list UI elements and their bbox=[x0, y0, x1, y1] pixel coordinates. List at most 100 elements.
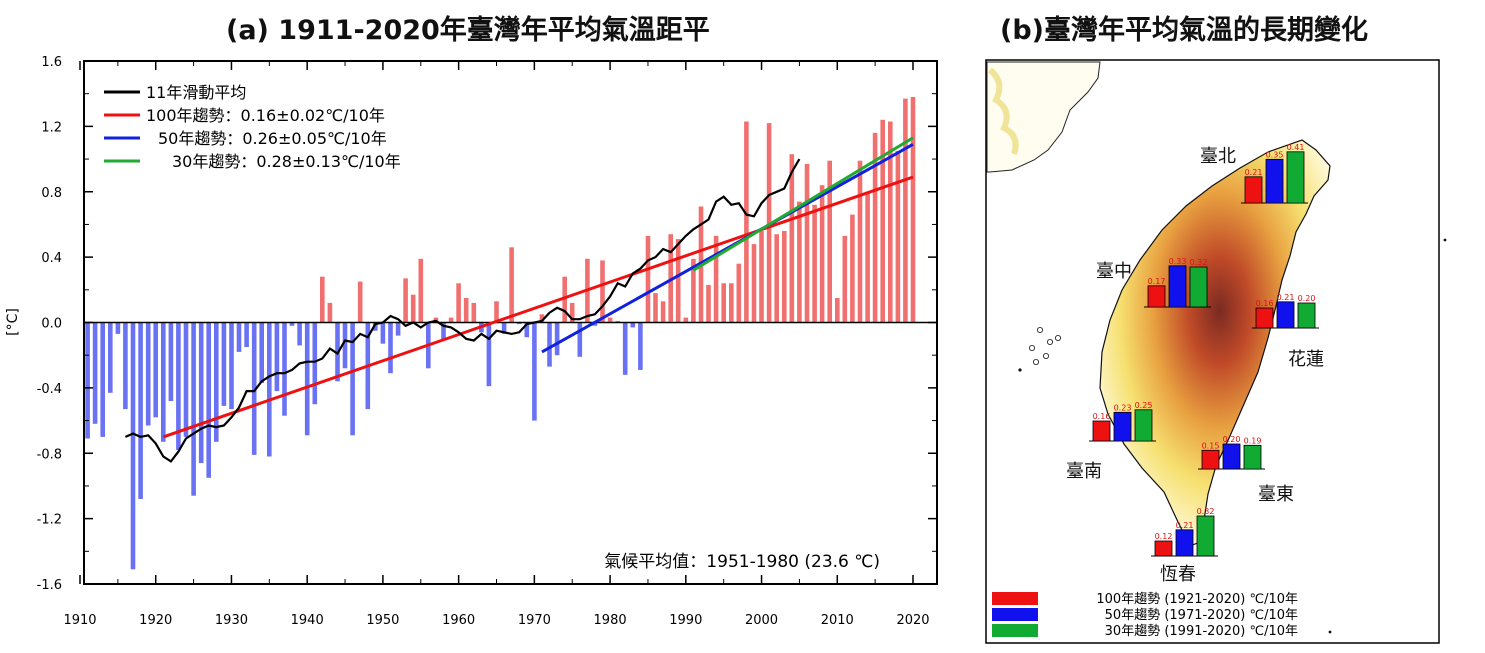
anomaly-bar bbox=[865, 191, 870, 323]
anomaly-bar bbox=[145, 322, 151, 426]
anomaly-bar bbox=[251, 322, 257, 455]
anomaly-bar bbox=[448, 317, 454, 323]
anomaly-bar bbox=[660, 301, 666, 323]
station-bar-value-tainan: 0.16 bbox=[1093, 412, 1111, 421]
legend-50yr: 50年趨勢 (1971-2020) ℃/10年 bbox=[1105, 608, 1298, 623]
anomaly-bar bbox=[592, 322, 598, 326]
station-bar-value-hengchun: 0.21 bbox=[1176, 521, 1194, 530]
legend-30yr-swatch bbox=[992, 624, 1038, 637]
anomaly-bar bbox=[153, 322, 158, 418]
station-name-taichung: 臺中 bbox=[1096, 261, 1132, 282]
anomaly-bar bbox=[804, 164, 810, 323]
anomaly-bar bbox=[827, 160, 832, 323]
anomaly-bar bbox=[418, 258, 424, 323]
anomaly-bar bbox=[244, 322, 249, 347]
anomaly-bar bbox=[320, 276, 325, 323]
anomaly-bar bbox=[388, 322, 393, 374]
anomaly-bar bbox=[615, 320, 620, 323]
anomaly-bar bbox=[176, 322, 181, 450]
anomaly-bar bbox=[910, 97, 916, 323]
anomaly-bar bbox=[198, 322, 204, 464]
legend-trend-100yr: 100年趨勢：0.16±0.02℃/10年 bbox=[146, 106, 385, 125]
station-bar-value-hualien: 0.16 bbox=[1256, 299, 1274, 308]
penghu-island bbox=[1047, 338, 1054, 345]
penghu-island bbox=[1037, 326, 1044, 333]
station-name-tainan: 臺南 bbox=[1066, 461, 1102, 482]
anomaly-bar bbox=[380, 322, 386, 344]
anomaly-bar bbox=[327, 302, 333, 323]
anomaly-bar bbox=[653, 293, 658, 323]
x-tick-label: 1990 bbox=[669, 613, 702, 628]
anomaly-bar bbox=[516, 322, 522, 325]
anomaly-bar bbox=[236, 322, 242, 352]
y-tick-label: 1.2 bbox=[41, 120, 62, 135]
station-bar-value-tainan: 0.23 bbox=[1114, 403, 1132, 412]
y-tick-label: -1.6 bbox=[37, 578, 62, 593]
station-bar-value-hualien: 0.20 bbox=[1298, 294, 1316, 303]
anomaly-bar bbox=[577, 322, 583, 357]
anomaly-bar bbox=[630, 322, 636, 328]
station-bar-taichung bbox=[1189, 266, 1208, 308]
y-tick-label: -0.4 bbox=[37, 382, 62, 397]
station-bar-hengchun bbox=[1196, 515, 1215, 557]
legend-trend-30yr: 30年趨勢：0.28±0.13℃/10年 bbox=[172, 152, 401, 171]
anomaly-bar bbox=[607, 317, 613, 323]
station-bar-value-hualien: 0.21 bbox=[1277, 293, 1295, 302]
anomaly-bar bbox=[501, 322, 507, 334]
station-bar-taichung bbox=[1147, 285, 1166, 308]
anomaly-bar bbox=[471, 302, 477, 323]
x-tick-label: 1970 bbox=[518, 613, 551, 628]
y-tick-label: 1.6 bbox=[41, 55, 62, 70]
anomaly-bar bbox=[774, 234, 779, 323]
anomaly-bar bbox=[622, 322, 628, 375]
station-bar-hualien bbox=[1276, 301, 1295, 329]
station-bar-value-taitung: 0.15 bbox=[1202, 441, 1220, 450]
islet bbox=[1018, 368, 1022, 372]
anomaly-bar bbox=[600, 260, 605, 323]
anomaly-bar bbox=[312, 322, 318, 405]
station-bar-value-taichung: 0.32 bbox=[1190, 258, 1208, 267]
station-bar-tainan bbox=[1113, 411, 1132, 442]
x-tick-label: 1940 bbox=[291, 613, 324, 628]
penghu-island bbox=[1043, 352, 1050, 359]
station-bar-taichung bbox=[1168, 265, 1187, 308]
anomaly-bar bbox=[289, 322, 295, 326]
anomaly-bar bbox=[115, 322, 121, 334]
anomaly-bar bbox=[638, 322, 643, 370]
chart-a-title: (a) 1911-2020年臺灣年平均氣溫距平 bbox=[226, 15, 710, 46]
anomaly-bar bbox=[766, 123, 772, 323]
anomaly-bar bbox=[903, 98, 908, 323]
station-bar-value-taichung: 0.17 bbox=[1148, 277, 1166, 286]
station-bar-value-hengchun: 0.32 bbox=[1197, 507, 1215, 516]
anomaly-bar bbox=[100, 322, 105, 437]
penghu-island bbox=[1029, 344, 1036, 351]
x-tick-label: 2010 bbox=[821, 613, 854, 628]
legend-100yr: 100年趨勢 (1921-2020) ℃/10年 bbox=[1096, 592, 1298, 607]
anomaly-bar bbox=[736, 263, 742, 323]
station-name-taitung: 臺東 bbox=[1258, 484, 1294, 505]
y-tick-label: -0.8 bbox=[37, 447, 62, 462]
station-bar-taitung bbox=[1243, 444, 1262, 470]
x-tick-label: 2020 bbox=[896, 613, 929, 628]
legend-100yr-swatch bbox=[992, 592, 1038, 605]
anomaly-bar bbox=[842, 235, 848, 323]
anomaly-bar bbox=[729, 283, 734, 323]
trend-line-100yr bbox=[162, 175, 914, 439]
anomaly-bar bbox=[645, 235, 651, 323]
anomaly-bar bbox=[751, 244, 757, 323]
station-bar-value-taipei: 0.35 bbox=[1266, 150, 1284, 159]
anomaly-bar bbox=[789, 154, 795, 323]
anomaly-bar bbox=[403, 278, 408, 323]
anomaly-bar bbox=[282, 322, 287, 416]
anomaly-bar bbox=[304, 322, 310, 436]
anomaly-bar bbox=[274, 322, 280, 392]
anomaly-bar bbox=[797, 201, 802, 323]
anomaly-bar bbox=[857, 160, 863, 323]
anomaly-bar bbox=[183, 322, 189, 437]
x-tick-label: 1920 bbox=[139, 613, 172, 628]
penghu-island bbox=[1055, 334, 1062, 341]
anomaly-bar bbox=[509, 247, 514, 323]
climate-normal-annotation: 氣候平均值：1951-1980 (23.6 ℃) bbox=[604, 552, 880, 572]
anomaly-bar bbox=[554, 322, 560, 356]
